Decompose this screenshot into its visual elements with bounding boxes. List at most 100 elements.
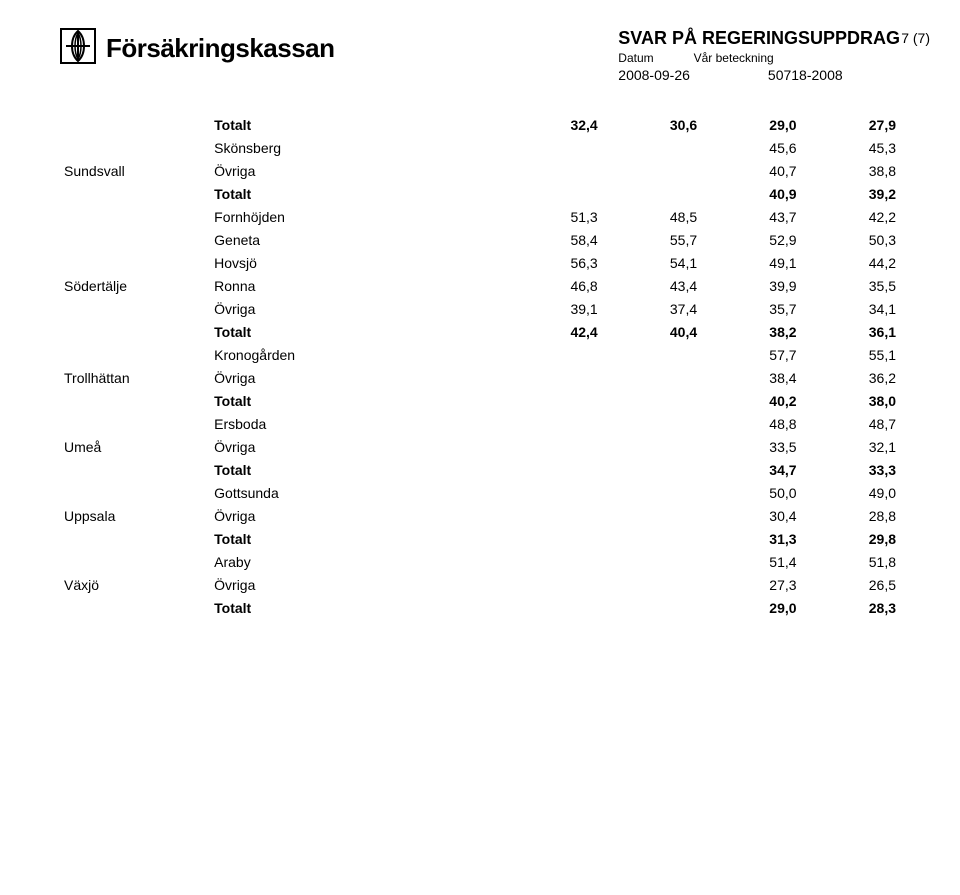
table-row: Fornhöjden51,348,543,742,2 bbox=[60, 205, 900, 228]
cell-area: Övriga bbox=[210, 159, 502, 182]
cell-area: Övriga bbox=[210, 297, 502, 320]
value-datum: 2008-09-26 bbox=[618, 67, 690, 83]
cell-value: 34,7 bbox=[701, 458, 800, 481]
cell-value bbox=[502, 366, 601, 389]
cell-city: Sundsvall bbox=[60, 159, 210, 182]
cell-value: 36,1 bbox=[801, 320, 900, 343]
cell-city bbox=[60, 389, 210, 412]
cell-area: Ronna bbox=[210, 274, 502, 297]
table-row: Totalt40,939,2 bbox=[60, 182, 900, 205]
cell-city bbox=[60, 550, 210, 573]
cell-city bbox=[60, 251, 210, 274]
cell-area: Övriga bbox=[210, 573, 502, 596]
table-row: Övriga39,137,435,734,1 bbox=[60, 297, 900, 320]
cell-value: 28,8 bbox=[801, 504, 900, 527]
cell-city bbox=[60, 205, 210, 228]
cell-city bbox=[60, 527, 210, 550]
cell-value: 38,8 bbox=[801, 159, 900, 182]
table-row: Hovsjö56,354,149,144,2 bbox=[60, 251, 900, 274]
cell-value: 44,2 bbox=[801, 251, 900, 274]
cell-value: 39,9 bbox=[701, 274, 800, 297]
cell-city bbox=[60, 412, 210, 435]
page-indicator: 7 (7) bbox=[901, 30, 930, 46]
cell-value: 43,4 bbox=[602, 274, 701, 297]
cell-value: 28,3 bbox=[801, 596, 900, 619]
cell-value bbox=[602, 481, 701, 504]
cell-value: 45,6 bbox=[701, 136, 800, 159]
cell-value: 38,2 bbox=[701, 320, 800, 343]
cell-value: 40,2 bbox=[701, 389, 800, 412]
cell-value: 49,1 bbox=[701, 251, 800, 274]
cell-value: 29,0 bbox=[701, 113, 800, 136]
cell-city: Uppsala bbox=[60, 504, 210, 527]
cell-value: 43,7 bbox=[701, 205, 800, 228]
cell-value bbox=[502, 136, 601, 159]
data-table-container: Totalt32,430,629,027,9Skönsberg45,645,3S… bbox=[60, 113, 900, 619]
table-row: TrollhättanÖvriga38,436,2 bbox=[60, 366, 900, 389]
data-table: Totalt32,430,629,027,9Skönsberg45,645,3S… bbox=[60, 113, 900, 619]
cell-value bbox=[602, 527, 701, 550]
cell-city bbox=[60, 182, 210, 205]
cell-value bbox=[502, 573, 601, 596]
cell-value bbox=[502, 343, 601, 366]
cell-value: 50,3 bbox=[801, 228, 900, 251]
cell-area: Övriga bbox=[210, 504, 502, 527]
cell-area: Ersboda bbox=[210, 412, 502, 435]
cell-value: 50,0 bbox=[701, 481, 800, 504]
table-row: Gottsunda50,049,0 bbox=[60, 481, 900, 504]
cell-city: Södertälje bbox=[60, 274, 210, 297]
cell-city: Trollhättan bbox=[60, 366, 210, 389]
meta-values: 2008-09-26 50718-2008 bbox=[618, 67, 900, 83]
cell-area: Övriga bbox=[210, 366, 502, 389]
cell-city bbox=[60, 228, 210, 251]
table-row: UppsalaÖvriga 30,428,8 bbox=[60, 504, 900, 527]
cell-value bbox=[602, 504, 701, 527]
cell-area: Fornhöjden bbox=[210, 205, 502, 228]
cell-value bbox=[602, 596, 701, 619]
table-row: Totalt29,028,3 bbox=[60, 596, 900, 619]
document-page: 7 (7) Försäkringskassan SVAR PÅ REGERING… bbox=[0, 0, 960, 895]
cell-value: 26,5 bbox=[801, 573, 900, 596]
cell-value: 58,4 bbox=[502, 228, 601, 251]
cell-value bbox=[602, 366, 701, 389]
cell-value bbox=[602, 389, 701, 412]
cell-value: 57,7 bbox=[701, 343, 800, 366]
cell-value: 29,0 bbox=[701, 596, 800, 619]
cell-value: 39,1 bbox=[502, 297, 601, 320]
cell-city bbox=[60, 113, 210, 136]
cell-value: 27,9 bbox=[801, 113, 900, 136]
cell-value: 45,3 bbox=[801, 136, 900, 159]
cell-value: 34,1 bbox=[801, 297, 900, 320]
table-row: Totalt40,238,0 bbox=[60, 389, 900, 412]
cell-value bbox=[502, 481, 601, 504]
cell-value bbox=[602, 458, 701, 481]
cell-area: Totalt bbox=[210, 113, 502, 136]
table-row: UmeåÖvriga33,532,1 bbox=[60, 435, 900, 458]
cell-value: 51,3 bbox=[502, 205, 601, 228]
cell-area: Kronogården bbox=[210, 343, 502, 366]
cell-value: 30,4 bbox=[701, 504, 800, 527]
cell-value: 35,5 bbox=[801, 274, 900, 297]
cell-value: 36,2 bbox=[801, 366, 900, 389]
header-meta: SVAR PÅ REGERINGSUPPDRAG Datum Vår betec… bbox=[618, 28, 900, 83]
cell-value: 52,9 bbox=[701, 228, 800, 251]
cell-value bbox=[502, 159, 601, 182]
cell-value: 48,8 bbox=[701, 412, 800, 435]
table-row: Araby51,451,8 bbox=[60, 550, 900, 573]
label-beteckning: Vår beteckning bbox=[694, 51, 774, 65]
cell-area: Skönsberg bbox=[210, 136, 502, 159]
cell-value: 32,1 bbox=[801, 435, 900, 458]
cell-value bbox=[502, 182, 601, 205]
cell-value: 35,7 bbox=[701, 297, 800, 320]
cell-area: Totalt bbox=[210, 182, 502, 205]
cell-value: 40,7 bbox=[701, 159, 800, 182]
cell-area: Totalt bbox=[210, 320, 502, 343]
cell-city: Umeå bbox=[60, 435, 210, 458]
table-row: Skönsberg 45,645,3 bbox=[60, 136, 900, 159]
cell-area: Totalt bbox=[210, 389, 502, 412]
cell-value: 40,4 bbox=[602, 320, 701, 343]
cell-area: Hovsjö bbox=[210, 251, 502, 274]
cell-value bbox=[602, 573, 701, 596]
cell-value: 51,4 bbox=[701, 550, 800, 573]
cell-value bbox=[602, 159, 701, 182]
